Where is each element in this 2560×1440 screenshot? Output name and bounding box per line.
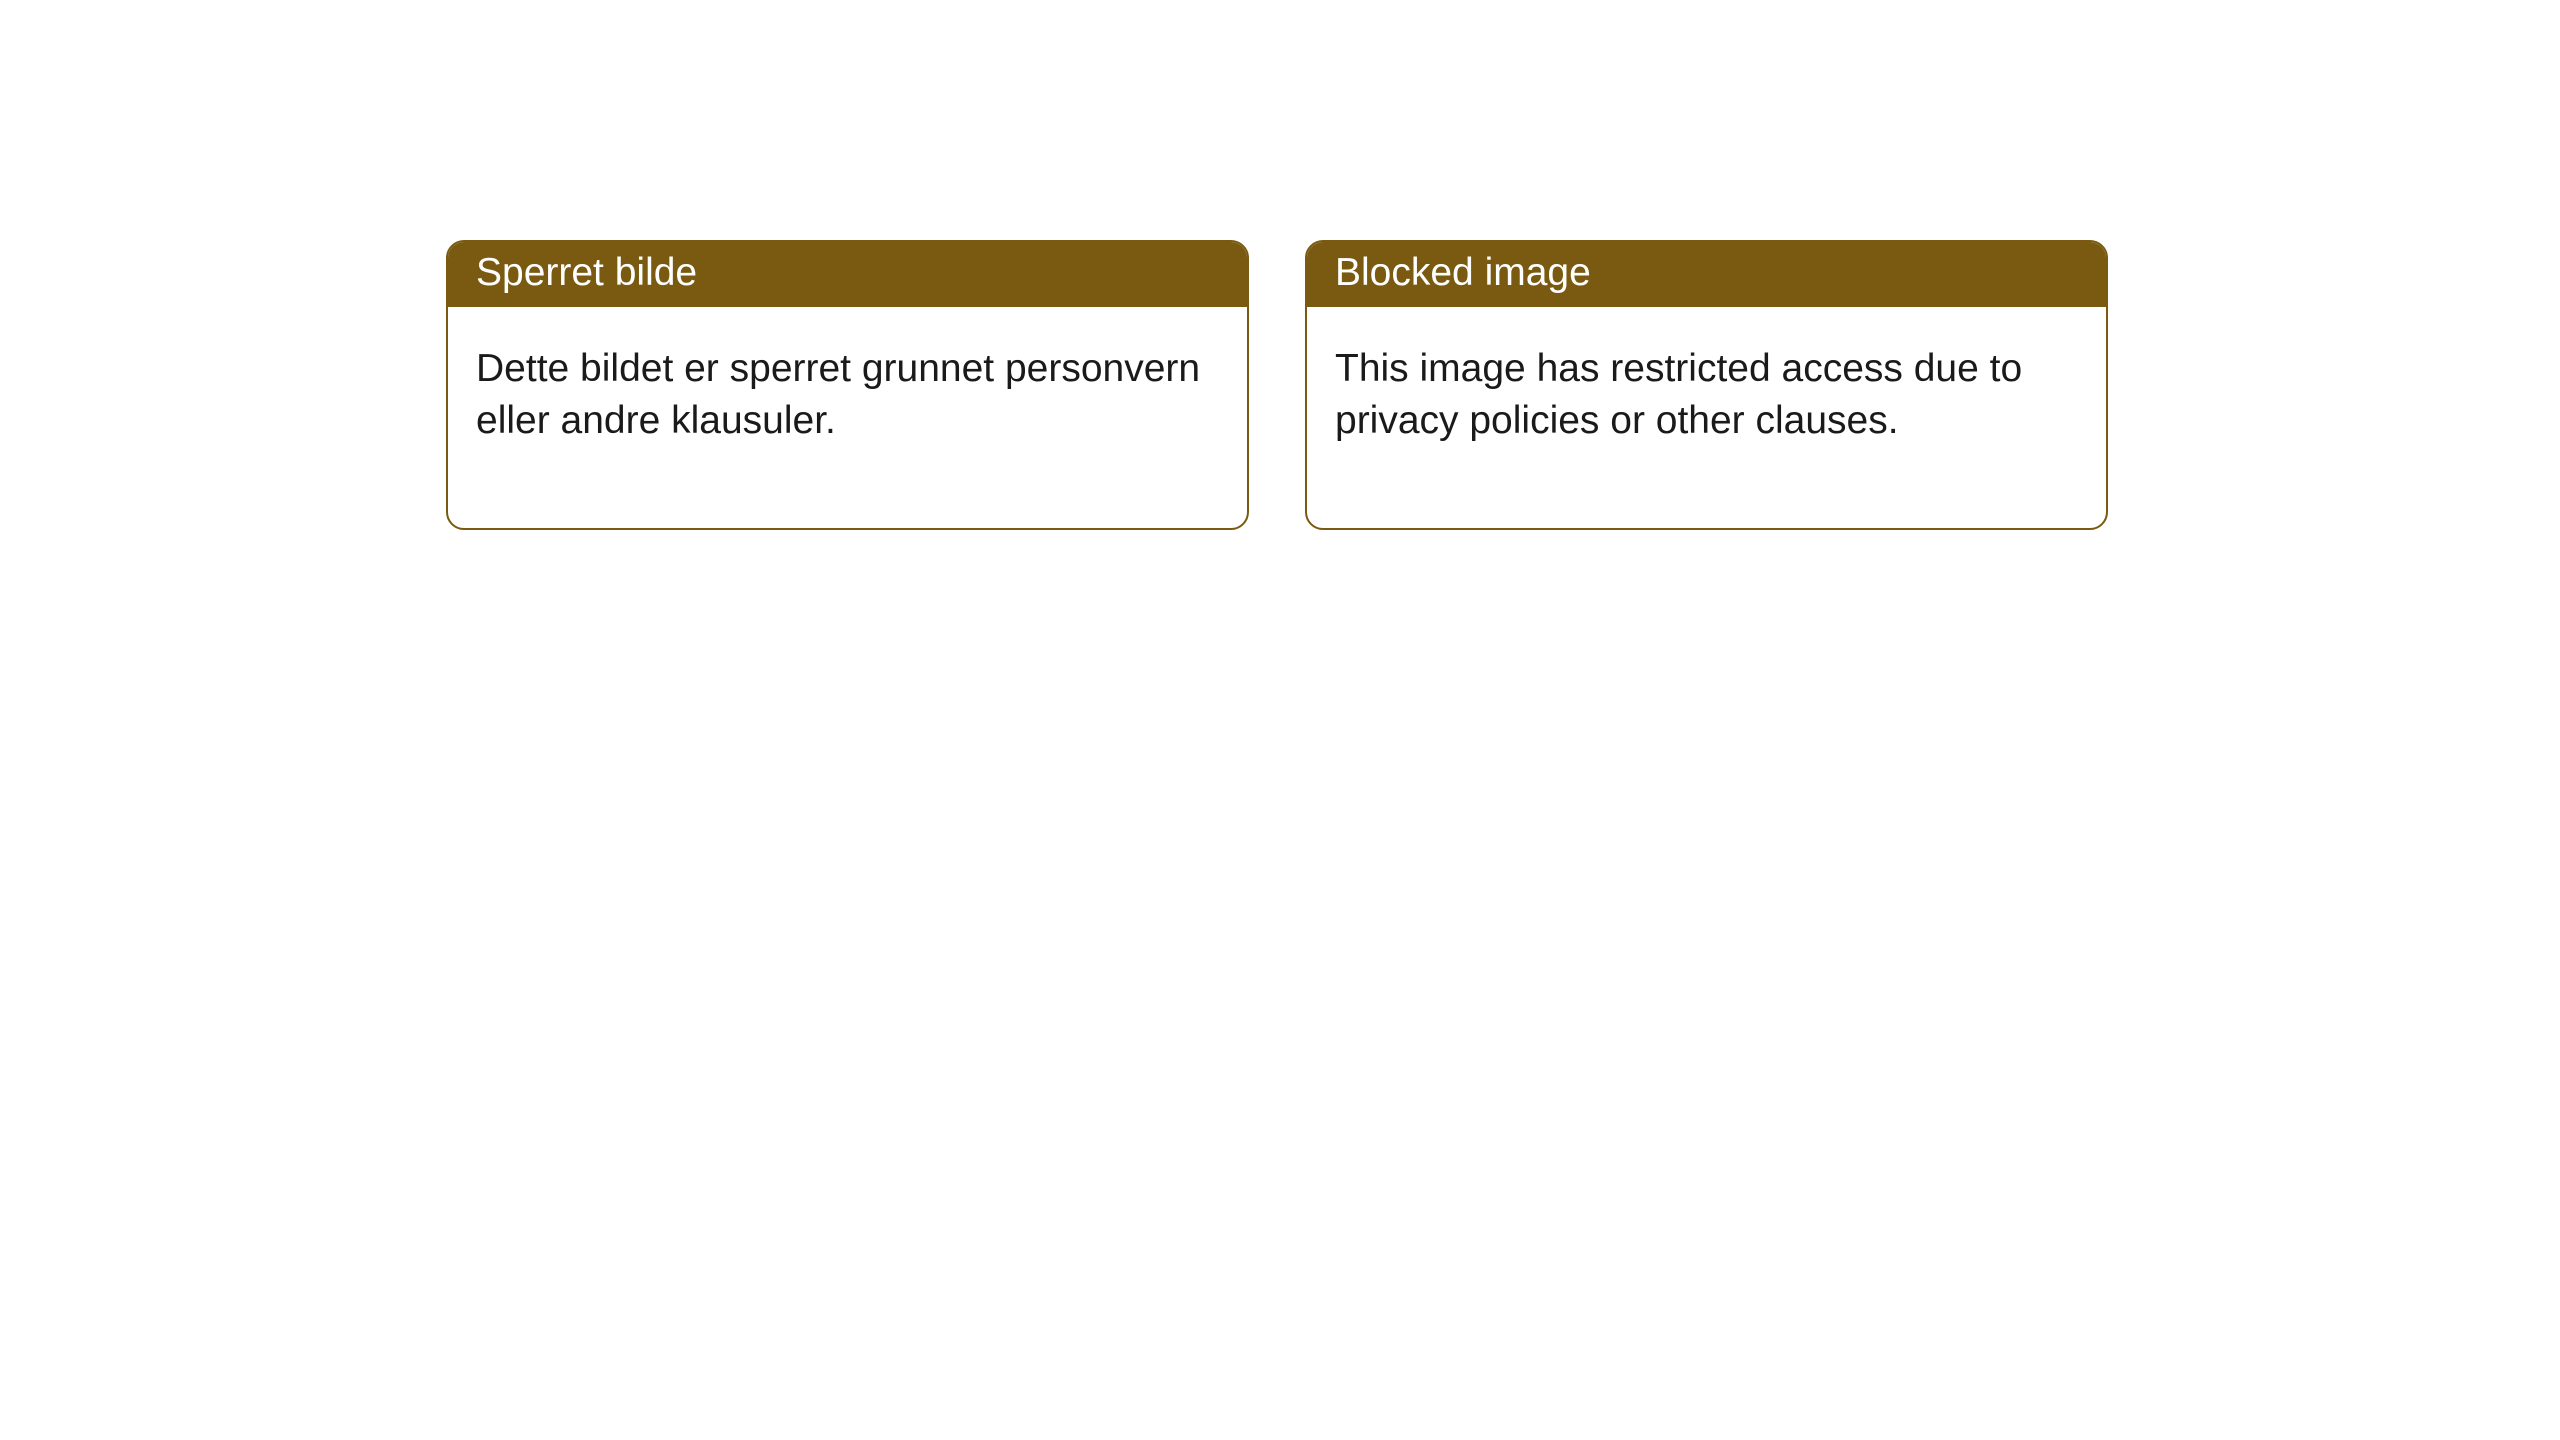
card-body: Dette bildet er sperret grunnet personve…: [448, 307, 1247, 528]
notice-container: Sperret bilde Dette bildet er sperret gr…: [0, 0, 2560, 530]
notice-card-norwegian: Sperret bilde Dette bildet er sperret gr…: [446, 240, 1249, 530]
notice-card-english: Blocked image This image has restricted …: [1305, 240, 2108, 530]
card-header: Sperret bilde: [448, 242, 1247, 307]
card-body: This image has restricted access due to …: [1307, 307, 2106, 528]
card-header: Blocked image: [1307, 242, 2106, 307]
